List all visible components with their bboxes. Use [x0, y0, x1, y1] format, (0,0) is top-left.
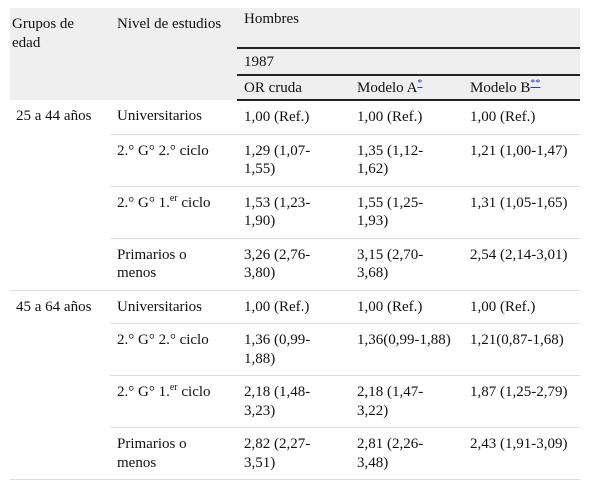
superscript: er	[169, 192, 178, 204]
level-cell: 2.° G° 1.er ciclo	[110, 186, 237, 239]
value-cell: 2,81 (2,26-3,48)	[350, 427, 463, 480]
level-cell: Universitarios	[110, 100, 237, 135]
value-cell: 2,54 (2,14-3,01)	[463, 238, 580, 291]
table-row: 2.° G° 2.° ciclo 1,36 (0,99-1,88) 1,36(0,9…	[10, 323, 580, 376]
value-cell: 1,00 (Ref.)	[237, 100, 350, 135]
text: ciclo	[177, 384, 211, 400]
level-cell: Primarios o menos	[110, 427, 237, 480]
value-cell: 1,21(0,87-1,68)	[463, 323, 580, 376]
level-cell: 2.° G° 1.er ciclo	[110, 375, 237, 428]
value-cell: 1,21 (1,00-1,47)	[463, 134, 580, 187]
level-header: Nivel de estudios	[110, 8, 237, 100]
value-cell: 2,18 (1,47-3,22)	[350, 375, 463, 428]
value-cell: 2,82 (2,27-3,51)	[237, 427, 350, 480]
text: 2.° G° 1.	[117, 384, 170, 400]
table-header: Grupos de edad Nivel de estudios Hombres…	[10, 8, 580, 101]
superscript[interactable]: **	[530, 77, 541, 89]
table-row: Primarios o menos 3,26 (2,76-3,80) 3,15 (2…	[10, 238, 580, 291]
text: Primarios o menos	[117, 246, 187, 282]
superscript: er	[169, 382, 178, 393]
sex-header: Hombres	[237, 8, 580, 49]
value-cell: 1,00 (Ref.)	[237, 290, 350, 324]
value-cell: 3,15 (2,70-3,68)	[350, 238, 463, 291]
level-cell: 2.° G° 2.° ciclo	[110, 323, 237, 376]
value-cell: 1,87 (1,25-2,79)	[463, 375, 580, 428]
table-row: 2.° G° 2.° ciclo 1,29 (1,07-1,55) 1,35 (1,…	[10, 134, 580, 187]
value-cell: 1,00 (Ref.)	[463, 100, 580, 135]
text: Universitarios	[117, 108, 202, 124]
results-table: Grupos de edad Nivel de estudios Hombres…	[10, 8, 580, 480]
value-cell: 1,35 (1,12-1,62)	[350, 134, 463, 187]
table-row: 25 a 44 años Universitarios 1,00 (Ref.) 1,0…	[10, 100, 580, 291]
table-body: 25 a 44 años Universitarios 1,00 (Ref.) 1,0…	[10, 100, 580, 480]
value-cell: 1,36(0,99-1,88)	[350, 323, 463, 376]
text: 2.° G° 2.° ciclo	[117, 142, 209, 159]
value-cell: 2,43 (1,91-3,09)	[463, 427, 580, 480]
level-cell: 2.° G° 2.° ciclo	[110, 134, 237, 187]
text: 2.° G° 2.° ciclo	[117, 332, 209, 348]
value-cell: 1,00 (Ref.)	[350, 290, 463, 324]
value-cell: 1,36 (0,99-1,88)	[237, 323, 350, 376]
group-cell: 25 a 44 años	[10, 100, 110, 291]
column-header: Modelo A*	[350, 74, 463, 101]
text: OR cruda	[244, 79, 302, 96]
year-header: 1987	[237, 48, 580, 76]
text: Universitarios	[117, 298, 202, 315]
superscript[interactable]: *	[417, 77, 423, 89]
value-cell: 1,55 (1,25-1,93)	[350, 186, 463, 239]
value-cell: 3,26 (2,76-3,80)	[237, 238, 350, 291]
table-row: 45 a 64 años Universitarios 1,00 (Ref.) 1,0…	[10, 290, 580, 480]
text: Modelo A	[357, 79, 418, 96]
value-cell: 1,53 (1,23-1,90)	[237, 186, 350, 239]
value-cell: 1,00 (Ref.)	[463, 290, 580, 324]
value-cell: 2,18 (1,48-3,23)	[237, 375, 350, 428]
table-row: 2.° G° 1.er ciclo 2,18 (1,48-3,23) 2,18 (1…	[10, 375, 580, 428]
column-header: OR cruda	[237, 74, 350, 101]
group-cell: 45 a 64 años	[10, 290, 110, 480]
table-row: 2.° G° 1.er ciclo 1,53 (1,23-1,90) 1,55 (1…	[10, 186, 580, 239]
value-cell: 1,31 (1,05-1,65)	[463, 186, 580, 239]
text: 2.° G° 1.	[117, 194, 170, 211]
text: Primarios o menos	[117, 436, 187, 471]
level-cell: Primarios o menos	[110, 238, 237, 291]
column-header: Modelo B**	[463, 74, 580, 101]
value-cell: 1,00 (Ref.)	[350, 100, 463, 135]
group-header: Grupos de edad	[10, 8, 110, 100]
text: ciclo	[177, 194, 211, 211]
value-cell: 1,29 (1,07-1,55)	[237, 134, 350, 187]
level-cell: Universitarios	[110, 290, 237, 324]
text: Modelo B	[470, 79, 531, 96]
